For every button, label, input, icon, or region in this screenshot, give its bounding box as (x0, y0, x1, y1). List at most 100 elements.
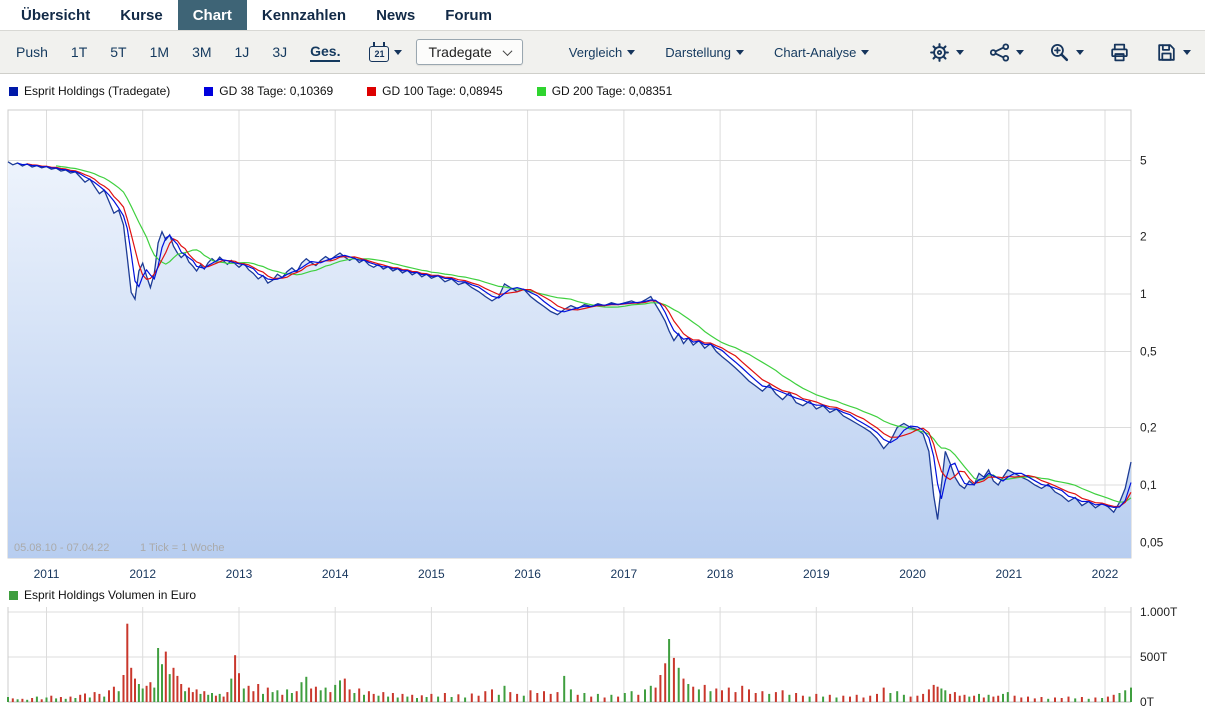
volume-bar (1087, 698, 1090, 702)
range-5t-button[interactable]: 5T (110, 44, 127, 60)
y-axis-label: 1 (1140, 287, 1147, 301)
volume-chart-canvas[interactable]: 1.000T 500T 0T (0, 605, 1205, 709)
volume-bar (576, 694, 579, 702)
volume-bar (377, 695, 380, 702)
indicators-button[interactable] (988, 41, 1024, 64)
menu-vergleich-label: Vergleich (568, 44, 623, 60)
range-ges-button[interactable]: Ges. (310, 43, 341, 62)
exchange-select[interactable]: Tradegate (416, 39, 523, 65)
volume-bar (35, 696, 38, 702)
nav-tab-kurse[interactable]: Kurse (120, 6, 163, 24)
volume-bar (382, 692, 385, 702)
main-nav: Übersicht Kurse Chart Kennzahlen News Fo… (0, 0, 1205, 30)
toolbar-icons (928, 41, 1191, 64)
volume-bar (64, 698, 67, 702)
range-3m-button[interactable]: 3M (192, 44, 212, 60)
nav-tab-news[interactable]: News (376, 6, 416, 24)
volume-bar (1054, 697, 1056, 702)
volume-bar (603, 697, 606, 702)
date-range-picker-button[interactable]: 21 (369, 41, 403, 62)
volume-bar (644, 689, 646, 702)
menu-chart-analyse[interactable]: Chart-Analyse (774, 44, 870, 60)
range-1m-button[interactable]: 1M (149, 44, 170, 60)
y-axis-label: 0,2 (1140, 421, 1157, 435)
volume-bar (682, 678, 685, 702)
menu-darstellung[interactable]: Darstellung (665, 45, 745, 60)
volume-bar (271, 692, 274, 702)
volume-bar (420, 695, 423, 703)
volume-bar (226, 692, 229, 702)
range-3j-button[interactable]: 3J (272, 44, 288, 60)
volume-bar (692, 686, 695, 702)
zoom-button[interactable] (1048, 41, 1084, 64)
legend-item-label: GD 100 Tage: 0,08945 (382, 84, 503, 98)
volume-bar (761, 691, 764, 702)
volume-bar (715, 688, 718, 702)
volume-bar (300, 682, 303, 702)
settings-button[interactable] (928, 41, 964, 64)
volume-bar (310, 688, 313, 702)
volume-bar (543, 691, 545, 702)
volume-bar (932, 684, 935, 702)
y-axis-label: 0,05 (1140, 536, 1164, 550)
volume-bar (199, 693, 202, 702)
menu-chart-analyse-label: Chart-Analyse (774, 44, 857, 60)
volume-bar (734, 692, 737, 702)
save-button[interactable] (1155, 41, 1191, 64)
print-button[interactable] (1108, 41, 1131, 64)
range-1j-button[interactable]: 1J (234, 44, 250, 60)
range-1t-button[interactable]: 1T (70, 44, 88, 60)
push-button[interactable]: Push (16, 44, 48, 60)
volume-bar (709, 691, 712, 702)
volume-bar (69, 696, 72, 702)
nav-tab-uebersicht[interactable]: Übersicht (21, 6, 91, 24)
volume-bar (664, 663, 667, 702)
x-axis-label: 2015 (418, 567, 445, 581)
tick-note: 1 Tick = 1 Woche (140, 542, 224, 554)
legend-color-swatch (367, 86, 377, 96)
price-chart-canvas[interactable]: 5 2 1 0,5 0,2 0,1 0,05 05.08.10 - 07.04.22 1 Tic… (0, 108, 1205, 560)
x-axis-label: 2014 (321, 567, 349, 581)
menu-vergleich[interactable]: Vergleich (568, 44, 636, 60)
gd100-line (27, 163, 1132, 508)
volume-bar (195, 689, 198, 702)
volume-legend: Esprit Holdings Volumen in Euro (0, 585, 1205, 605)
volume-bar (1020, 697, 1023, 702)
x-axis-label: 2018 (706, 567, 734, 581)
volume-bar (583, 693, 586, 702)
volume-bar (367, 691, 370, 702)
volume-bar (590, 696, 593, 702)
volume-bar (1013, 695, 1016, 702)
nav-tab-kennzahlen[interactable]: Kennzahlen (261, 6, 347, 24)
volume-bar (968, 696, 971, 702)
volume-bar (7, 697, 9, 702)
volume-bar (617, 696, 620, 702)
volume-bar (815, 693, 818, 702)
volume-bar (222, 696, 225, 702)
volume-bar (978, 693, 980, 702)
volume-bar (26, 699, 29, 703)
volume-bar (276, 690, 279, 702)
volume-bar (164, 651, 167, 702)
volume-bar (464, 697, 467, 702)
volume-bar (668, 639, 671, 702)
volume-bar (425, 697, 428, 702)
x-axis-label: 2012 (129, 567, 157, 581)
printer-icon (1111, 43, 1128, 61)
nav-tab-forum[interactable]: Forum (445, 6, 492, 24)
volume-bar (1074, 698, 1077, 702)
legend-color-swatch (536, 86, 546, 96)
volume-legend-label: Esprit Holdings Volumen in Euro (24, 588, 197, 602)
volume-bar (697, 689, 700, 702)
volume-axis-label: 1.000T (1140, 605, 1178, 619)
volume-bar (922, 693, 925, 702)
nav-tab-chart[interactable]: Chart (177, 0, 247, 30)
volume-bar (168, 674, 171, 702)
volume-bar (610, 694, 613, 702)
volume-bar (1060, 698, 1063, 702)
x-axis-label: 2019 (802, 567, 830, 581)
volume-bar (257, 684, 260, 702)
volume-bar (973, 695, 976, 702)
volume-bar (1040, 697, 1043, 702)
volume-bar (172, 667, 175, 702)
